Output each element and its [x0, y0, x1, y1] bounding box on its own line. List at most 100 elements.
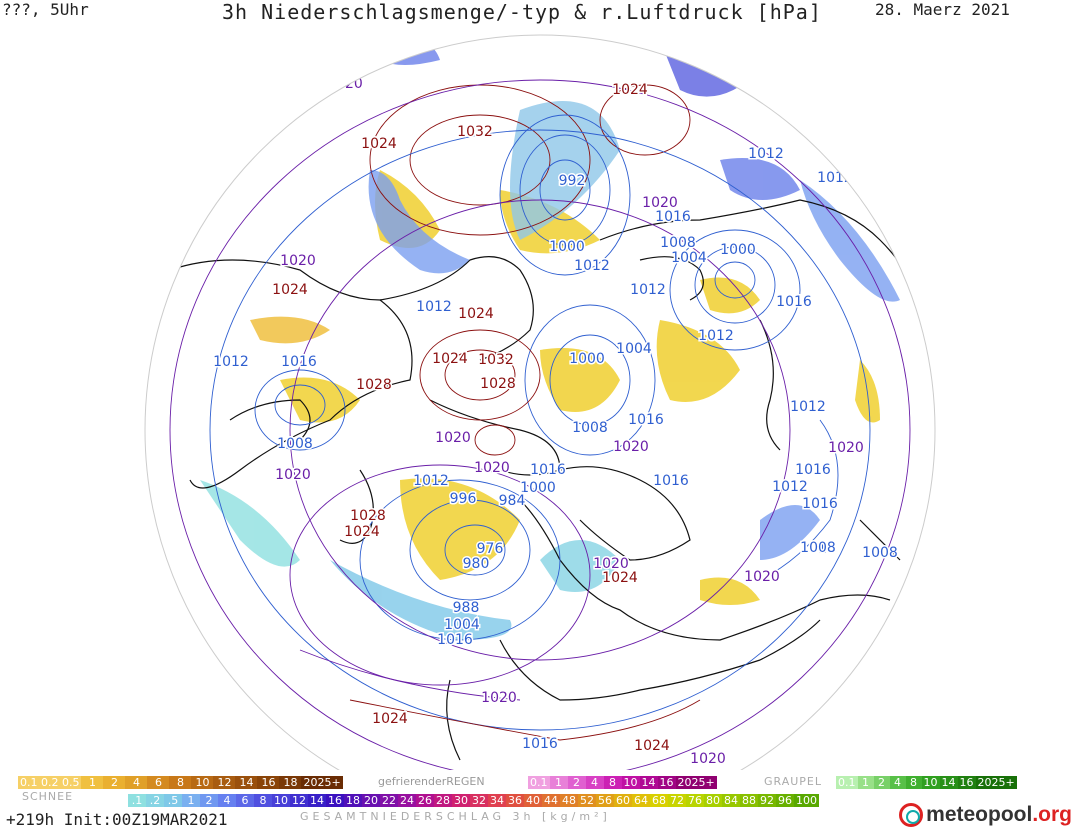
logo-icon	[899, 803, 924, 827]
isobar-label: 1008	[800, 540, 836, 556]
model-run-info: +219h Init:00Z19MAR2021	[6, 810, 228, 829]
legend-cell: 16	[326, 794, 344, 807]
legend-cell: 2025+	[301, 776, 343, 789]
logo-tld: .org	[1032, 803, 1072, 826]
legend-cell: 1	[549, 776, 568, 789]
isobar-label: 1016	[802, 496, 838, 512]
legend-cell: 10	[191, 776, 214, 789]
legend-cell: 76	[686, 794, 704, 807]
isobar-label: 1020	[327, 76, 363, 92]
meteopool-logo[interactable]: meteopool .org	[899, 803, 1072, 827]
isobar-label: 1004	[616, 341, 652, 357]
isobar-label: 1012	[817, 170, 853, 186]
legend-snow: 0.1 0.2 0.5 1 2 4 6 8 10 12 14 16 18 2025+	[18, 776, 343, 789]
legend-cell: 24	[398, 794, 416, 807]
isobar-label: 1012	[416, 299, 452, 315]
legend-cell: 20	[362, 794, 380, 807]
isobar-label: 1008	[660, 235, 696, 251]
legend-cell: 80	[704, 794, 722, 807]
legend-cell: 22	[380, 794, 398, 807]
coastlines	[169, 199, 911, 761]
isobar-label: 1020	[481, 690, 517, 706]
legend-snow-label: SCHNEE	[22, 790, 74, 803]
isobar-label: 1004	[671, 250, 707, 266]
legend-cell: 40	[524, 794, 542, 807]
isobar-label: 1004	[444, 617, 480, 633]
isobar-label: 1032	[478, 352, 514, 368]
isobar-label: 1016	[653, 473, 689, 489]
precipitation-snow	[200, 37, 900, 640]
legend-cell: 2	[200, 794, 218, 807]
legend-cell: 4	[125, 776, 148, 789]
legend-cell: 2	[873, 776, 890, 789]
isobar-label: 1032	[457, 124, 493, 140]
isobar-label: 1024	[432, 351, 468, 367]
legend-cell: 6	[236, 794, 254, 807]
legend-cell: 16	[957, 776, 976, 789]
isobar-label: 1008	[862, 545, 898, 561]
isobar-label: 1016	[628, 412, 664, 428]
isobar-label: 988	[453, 600, 480, 616]
legend-cell: 32	[470, 794, 488, 807]
legend-cell: 2	[103, 776, 126, 789]
legend-cell: 18	[279, 776, 302, 789]
isobar-label: 996	[450, 491, 477, 507]
legend-cell: 92	[758, 794, 776, 807]
isobar-label: 1028	[356, 377, 392, 393]
isobar-label: 1008	[277, 436, 313, 452]
legend-cell: 4	[218, 794, 236, 807]
isobar-label: 1000	[720, 242, 756, 258]
isobar-label: 976	[477, 541, 504, 557]
isobar-label: 1012	[413, 473, 449, 489]
isobar-label: 1020	[642, 195, 678, 211]
legend-cell: 12	[213, 776, 236, 789]
isobar-label: 1020	[275, 467, 311, 483]
isobar-label: 1024	[634, 738, 670, 754]
isobar-label: 1020	[690, 751, 726, 767]
isobar-label: 1024	[372, 711, 408, 727]
header-left: ???, 5Uhr	[2, 0, 89, 19]
legend-total-precip: .1.2.5 1 2 4 6 8 10 12 14 16 18 20 22 24 26 28 30 32 34 36 4…	[128, 794, 819, 807]
legend-cell: 68	[650, 794, 668, 807]
legend-cell: 14	[308, 794, 326, 807]
legend-cell: 2025+	[975, 776, 1017, 789]
isobar-label: 1016	[281, 354, 317, 370]
legend-cell: 36	[506, 794, 524, 807]
legend-cell: 96	[776, 794, 794, 807]
isobar-label: 1024	[458, 306, 494, 322]
legend-cell: 14	[939, 776, 958, 789]
isobar-label: 1024	[344, 524, 380, 540]
legend-cell: 14	[235, 776, 258, 789]
legend-cell: 64	[632, 794, 650, 807]
legend-cell: 18	[344, 794, 362, 807]
legend-cell: 44	[542, 794, 560, 807]
legend-cell: 26	[416, 794, 434, 807]
legend-cell: 52	[578, 794, 596, 807]
legend-freezing-rain: 0.1 1 2 4 8 10 14 16 2025+	[528, 776, 717, 789]
isobar-label: 1008	[572, 420, 608, 436]
isobar-label: 1016	[530, 462, 566, 478]
legend-cell: .1	[128, 794, 146, 807]
legend-cell: 100	[794, 794, 819, 807]
globe-outline	[144, 34, 936, 770]
isobar-label: 1020	[280, 253, 316, 269]
isobar-label: 984	[499, 493, 526, 509]
legend-cell: 4	[585, 776, 604, 789]
isobar-label: 1016	[800, 541, 836, 557]
isobar-label: 1012	[748, 146, 784, 162]
legend-cell: 88	[740, 794, 758, 807]
isobar-label: 1012	[698, 328, 734, 344]
isobar-label: 1020	[435, 430, 471, 446]
legend-total-label: GESAMTNIEDERSCHLAG 3h [kg/m²]	[300, 810, 611, 823]
isobar-label: 1016	[776, 294, 812, 310]
legend-cell: 34	[488, 794, 506, 807]
isobar-label: 1024	[272, 282, 308, 298]
isobar-label: 1020	[474, 460, 510, 476]
legend-cell: 2	[567, 776, 586, 789]
isobar-label: 1016	[437, 632, 473, 648]
legend-cell: 28	[434, 794, 452, 807]
legend-cell: 72	[668, 794, 686, 807]
legend-cell: 16	[657, 776, 676, 789]
legend-cell: 8	[169, 776, 192, 789]
